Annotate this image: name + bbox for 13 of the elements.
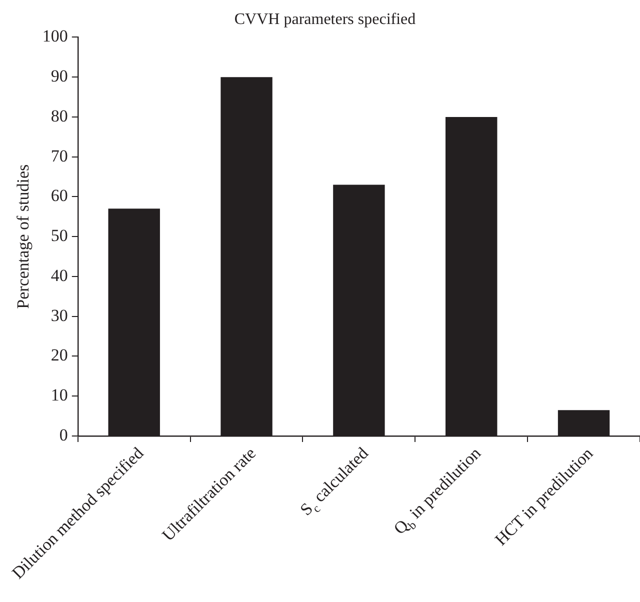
y-tick-label: 70	[50, 146, 68, 166]
y-tick-label: 10	[50, 386, 68, 405]
y-tick-label: 40	[50, 266, 68, 285]
y-tick-label: 30	[50, 306, 68, 325]
y-axis-title: Percentage of studies	[14, 164, 33, 309]
y-tick-label: 80	[50, 106, 68, 126]
y-tick-label: 60	[50, 186, 68, 206]
y-tick-label: 0	[59, 425, 68, 444]
y-tick-label: 20	[50, 346, 68, 365]
y-tick-label: 90	[50, 66, 68, 86]
chart-title: CVVH parameters specified	[234, 10, 416, 28]
y-tick-label: 50	[50, 226, 68, 246]
y-tick-label: 100	[42, 26, 68, 46]
